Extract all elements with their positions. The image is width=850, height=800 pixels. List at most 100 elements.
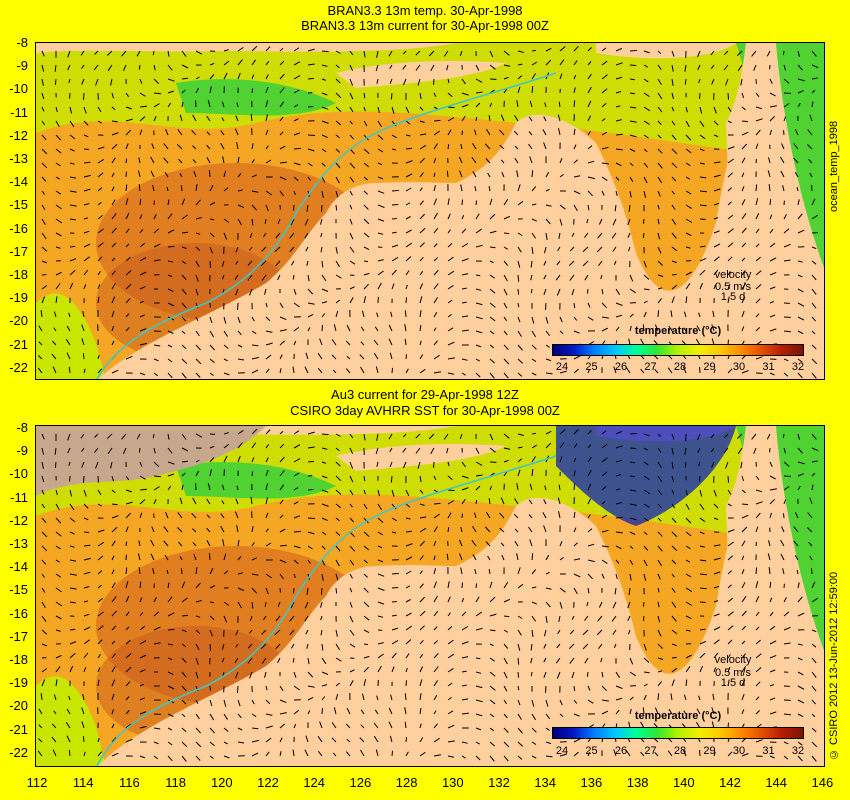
current-arrow xyxy=(489,50,494,58)
current-arrow xyxy=(153,447,156,454)
current-arrow xyxy=(181,288,187,295)
current-arrow xyxy=(251,442,257,449)
current-arrow xyxy=(685,601,693,606)
current-arrow xyxy=(55,601,63,607)
current-arrow xyxy=(235,288,239,296)
current-arrow xyxy=(741,582,746,589)
current-arrow xyxy=(545,302,547,310)
current-arrow xyxy=(167,628,175,631)
current-arrow xyxy=(111,708,115,715)
current-arrow xyxy=(531,629,534,637)
current-arrow xyxy=(221,657,225,663)
current-arrow xyxy=(363,92,366,99)
current-arrow xyxy=(195,232,201,235)
current-arrow xyxy=(475,727,482,731)
current-arrow xyxy=(376,433,379,441)
current-arrow xyxy=(206,157,211,164)
current-arrow xyxy=(153,741,159,745)
current-arrow xyxy=(713,217,719,220)
current-arrow xyxy=(251,330,257,335)
current-arrow xyxy=(97,228,104,234)
current-arrow xyxy=(419,133,427,136)
current-arrow xyxy=(615,176,620,181)
current-arrow xyxy=(699,190,707,193)
current-arrow xyxy=(741,370,749,374)
current-arrow xyxy=(181,699,187,705)
current-arrow xyxy=(363,260,369,263)
current-arrow xyxy=(391,269,397,276)
current-arrow xyxy=(793,526,799,533)
current-arrow xyxy=(531,601,538,605)
current-arrow xyxy=(335,204,338,211)
current-arrow xyxy=(531,86,534,94)
current-arrow xyxy=(558,484,561,491)
current-arrow xyxy=(139,499,146,505)
current-arrow xyxy=(503,246,509,250)
current-arrow xyxy=(97,653,102,659)
current-arrow xyxy=(236,485,239,491)
current-arrow xyxy=(349,162,356,169)
current-arrow xyxy=(517,75,523,80)
current-arrow xyxy=(517,567,521,575)
current-arrow xyxy=(41,285,48,290)
current-arrow xyxy=(237,358,245,361)
current-arrow xyxy=(193,554,197,561)
current-arrow xyxy=(471,540,477,547)
current-arrow xyxy=(251,369,259,374)
current-arrow xyxy=(741,555,745,561)
current-arrow xyxy=(405,297,407,304)
current-arrow xyxy=(391,517,397,522)
current-arrow xyxy=(307,545,313,550)
current-arrow xyxy=(671,679,675,687)
current-arrow xyxy=(265,114,268,122)
current-arrow xyxy=(236,525,239,533)
current-arrow xyxy=(181,447,189,452)
current-arrow xyxy=(629,120,637,123)
current-arrow xyxy=(503,358,510,365)
current-arrow xyxy=(782,568,785,575)
current-arrow xyxy=(433,212,438,220)
current-arrow xyxy=(139,92,146,97)
current-arrow xyxy=(489,643,494,647)
current-arrow xyxy=(811,581,816,589)
current-arrow xyxy=(111,666,116,673)
current-arrow xyxy=(584,657,589,664)
current-arrow xyxy=(405,216,411,220)
current-arrow xyxy=(335,433,341,437)
current-arrow xyxy=(195,459,200,463)
current-arrow xyxy=(587,368,591,374)
current-arrow xyxy=(543,288,547,295)
current-arrow xyxy=(657,601,660,608)
current-arrow xyxy=(247,274,253,281)
current-arrow xyxy=(363,587,369,593)
current-arrow xyxy=(587,456,592,463)
current-arrow xyxy=(783,102,790,108)
current-arrow xyxy=(461,461,466,468)
current-arrow xyxy=(41,296,46,304)
current-arrow xyxy=(37,738,43,743)
current-arrow xyxy=(613,749,617,757)
current-arrow xyxy=(797,274,803,278)
current-arrow xyxy=(237,685,239,694)
current-arrow xyxy=(529,539,533,547)
colorbar-tick-30: 30 xyxy=(732,361,746,373)
current-arrow xyxy=(461,611,467,617)
current-arrow xyxy=(335,274,342,279)
current-arrow xyxy=(152,184,155,192)
current-arrow xyxy=(139,725,147,729)
current-arrow xyxy=(234,128,239,136)
current-arrow xyxy=(769,214,773,220)
current-arrow xyxy=(643,134,649,139)
current-arrow xyxy=(601,699,609,702)
current-arrow xyxy=(657,693,660,701)
current-arrow xyxy=(335,545,341,552)
current-arrow xyxy=(601,131,608,136)
current-arrow xyxy=(279,443,285,449)
current-arrow xyxy=(671,531,678,538)
current-arrow xyxy=(153,642,161,645)
current-arrow xyxy=(768,157,771,164)
current-arrow xyxy=(279,430,284,435)
current-arrow xyxy=(111,752,119,757)
current-arrow xyxy=(307,313,314,318)
current-arrow xyxy=(601,316,609,319)
